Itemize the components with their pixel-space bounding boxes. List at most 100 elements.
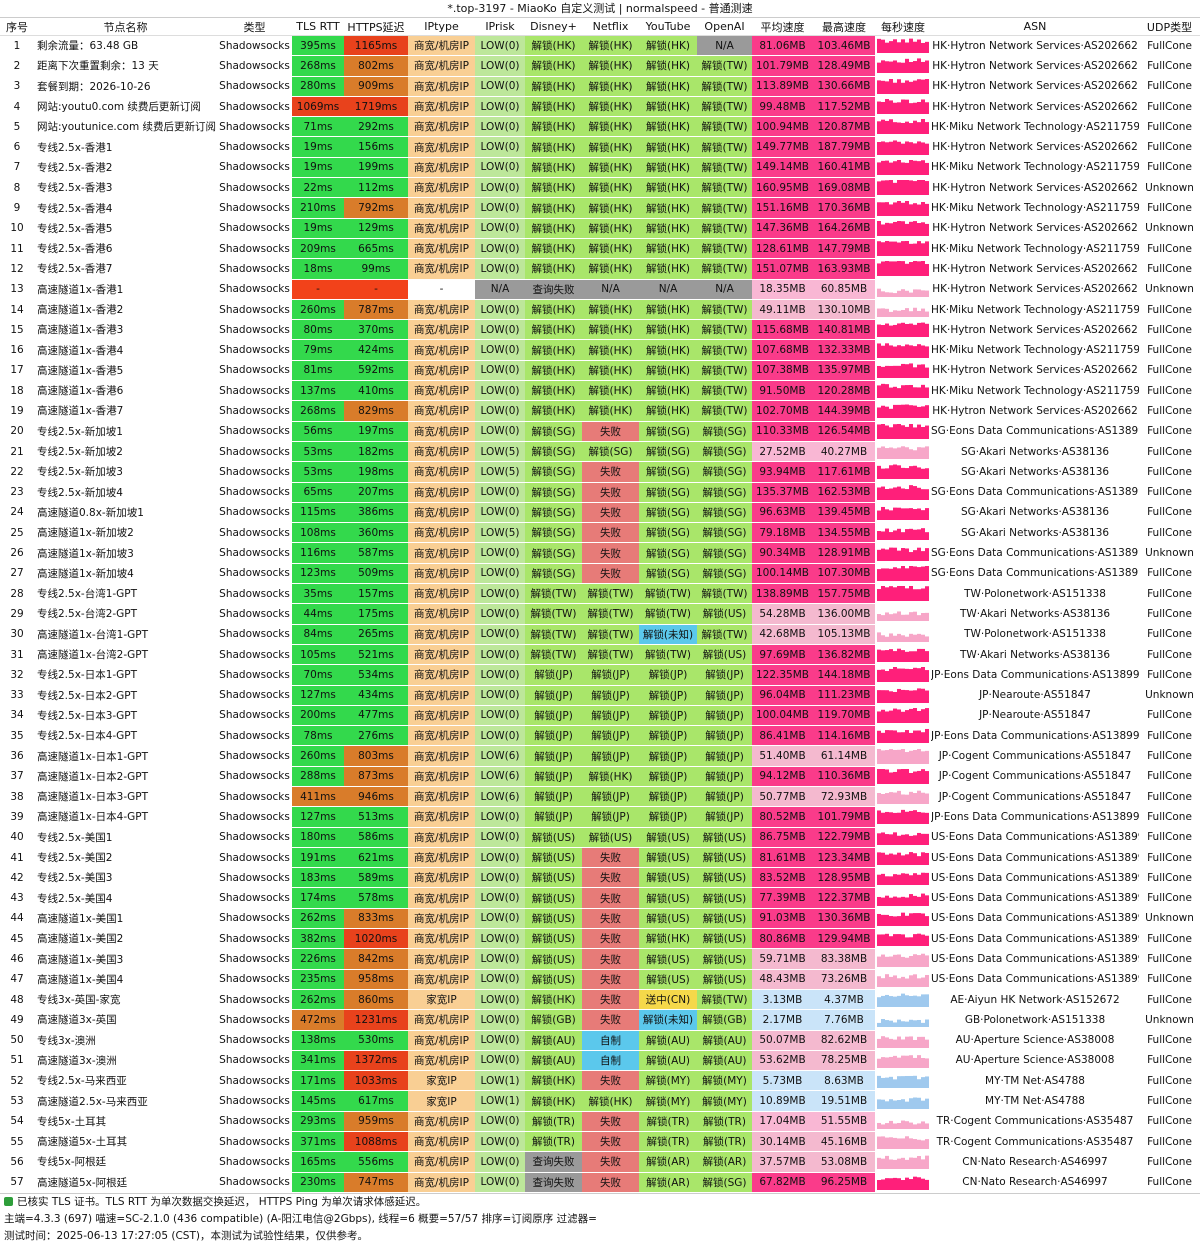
cell-youtube: 解锁(SG) — [639, 441, 697, 463]
cell-youtube: 解锁(HK) — [639, 197, 697, 219]
cell-node-name: 高速隧道1x-新加坡3 — [34, 542, 217, 564]
cell-per-second-speed — [875, 136, 931, 158]
speed-sparkline — [877, 78, 929, 94]
sparkline-bar — [901, 1098, 905, 1109]
table-row: 16 高速隧道1x-香港4 Shadowsocks 79ms 424ms 商宽/机房IP L… — [0, 339, 1200, 361]
cell-youtube: 解锁(HK) — [639, 76, 697, 97]
cell-tls-rtt: 262ms — [292, 908, 344, 930]
sparkline-bar — [893, 122, 897, 135]
cell-youtube: 解锁(SG) — [639, 502, 697, 524]
sparkline-bar — [917, 912, 921, 926]
speed-sparkline — [877, 933, 929, 947]
cell-type: Shadowsocks — [217, 136, 292, 158]
cell-udp-type: FullCone — [1139, 380, 1200, 402]
sparkline-bar — [905, 468, 909, 480]
sparkline-bar — [897, 1057, 901, 1068]
cell-disney: 解锁(HK) — [525, 76, 582, 97]
sparkline-bar — [901, 241, 905, 257]
cell-https-latency: 1719ms — [344, 96, 408, 118]
cell-iptype: 商宽/机房IP — [408, 218, 475, 239]
cell-iptype: 商宽/机房IP — [408, 461, 475, 483]
sparkline-bar — [893, 771, 897, 784]
sparkline-bar — [913, 793, 917, 805]
cell-index: 50 — [0, 1030, 34, 1051]
cell-type: Shadowsocks — [217, 258, 292, 280]
cell-udp-type: FullCone — [1139, 1111, 1200, 1133]
cell-per-second-speed — [875, 948, 931, 970]
cell-max-speed: 147.79MB — [813, 238, 875, 260]
cell-asn: HK·Hytron Network Services·AS202662 — [931, 136, 1139, 158]
sparkline-bar — [889, 532, 893, 541]
cell-iptype: 商宽/机房IP — [408, 1030, 475, 1051]
cell-asn: HK·Miku Network Technology·AS211759 — [931, 380, 1139, 402]
cell-netflix: 失败 — [582, 928, 639, 950]
cell-asn: HK·Hytron Network Services·AS202662 — [931, 55, 1139, 77]
cell-per-second-speed — [875, 745, 931, 767]
cell-tls-rtt: 472ms — [292, 1009, 344, 1031]
sparkline-bar — [889, 387, 893, 399]
sparkline-bar — [917, 668, 921, 683]
cell-node-name: 高速隧道1x-日本2-GPT — [34, 766, 217, 787]
cell-openai: 解锁(AU) — [697, 1050, 752, 1072]
sparkline-bar — [897, 122, 901, 135]
cell-max-speed: 82.62MB — [813, 1030, 875, 1051]
sparkline-bar — [885, 323, 889, 338]
sparkline-bar — [925, 41, 929, 54]
cell-asn: US·Eons Data Communications·AS138997 — [931, 867, 1139, 889]
cell-asn: HK·Miku Network Technology·AS211759 — [931, 197, 1139, 219]
sparkline-bar — [909, 1097, 913, 1109]
cell-type: Shadowsocks — [217, 1131, 292, 1153]
cell-asn: US·Eons Data Communications·AS138997 — [931, 928, 1139, 950]
cell-youtube: 解锁(SG) — [639, 421, 697, 442]
sparkline-bar — [917, 424, 921, 439]
sparkline-bar — [897, 200, 901, 216]
cell-asn: GB·Polonetwork·AS151338 — [931, 1009, 1139, 1031]
sparkline-bar — [901, 488, 905, 500]
cell-disney: 解锁(JP) — [525, 725, 582, 747]
cell-https-latency: 1088ms — [344, 1131, 408, 1153]
cell-type: Shadowsocks — [217, 157, 292, 179]
sparkline-bar — [901, 993, 905, 1008]
table-row: 43 专线2.5x-美国4 Shadowsocks 174ms 578ms 商宽/机房IP… — [0, 887, 1200, 909]
sparkline-bar — [885, 612, 889, 622]
sparkline-bar — [897, 586, 901, 602]
sparkline-bar — [893, 310, 897, 317]
sparkline-bar — [909, 449, 913, 460]
cell-node-name: 专线2.5x-日本1-GPT — [34, 664, 217, 686]
cell-asn: HK·Miku Network Technology·AS211759 — [931, 238, 1139, 260]
sparkline-bar — [897, 447, 901, 460]
speed-sparkline — [877, 768, 929, 784]
sparkline-bar — [885, 711, 889, 723]
cell-tls-rtt: 127ms — [292, 806, 344, 828]
cell-disney: 解锁(HK) — [525, 35, 582, 57]
cell-iprisk: LOW(1) — [475, 1070, 525, 1092]
sparkline-bar — [905, 897, 909, 906]
sparkline-bar — [909, 1122, 913, 1129]
cell-netflix: 失败 — [582, 1172, 639, 1193]
cell-per-second-speed — [875, 1131, 931, 1153]
cell-tls-rtt: 382ms — [292, 928, 344, 950]
cell-udp-type: FullCone — [1139, 624, 1200, 645]
cell-node-name: 高速隧道1x-美国1 — [34, 908, 217, 930]
cell-https-latency: 747ms — [344, 1172, 408, 1193]
cell-netflix: 失败 — [582, 502, 639, 524]
speed-sparkline — [877, 648, 929, 663]
cell-max-speed: 61.14MB — [813, 745, 875, 767]
cell-iptype: 商宽/机房IP — [408, 136, 475, 158]
cell-per-second-speed — [875, 624, 931, 645]
cell-type: Shadowsocks — [217, 319, 292, 341]
cell-iprisk: LOW(0) — [475, 583, 525, 605]
sparkline-bar — [901, 768, 905, 784]
cell-openai: 解锁(US) — [697, 887, 752, 909]
sparkline-bar — [897, 102, 901, 115]
cell-per-second-speed — [875, 685, 931, 706]
cell-type: Shadowsocks — [217, 887, 292, 909]
sparkline-bar — [913, 689, 917, 703]
cell-iptype: 商宽/机房IP — [408, 1111, 475, 1133]
cell-index: 25 — [0, 522, 34, 544]
cell-tls-rtt: 116ms — [292, 542, 344, 564]
cell-iptype: 商宽/机房IP — [408, 1009, 475, 1031]
sparkline-bar — [881, 224, 885, 236]
cell-index: 19 — [0, 400, 34, 422]
table-row: 18 高速隧道1x-香港6 Shadowsocks 137ms 410ms 商宽/机房IP… — [0, 380, 1200, 402]
